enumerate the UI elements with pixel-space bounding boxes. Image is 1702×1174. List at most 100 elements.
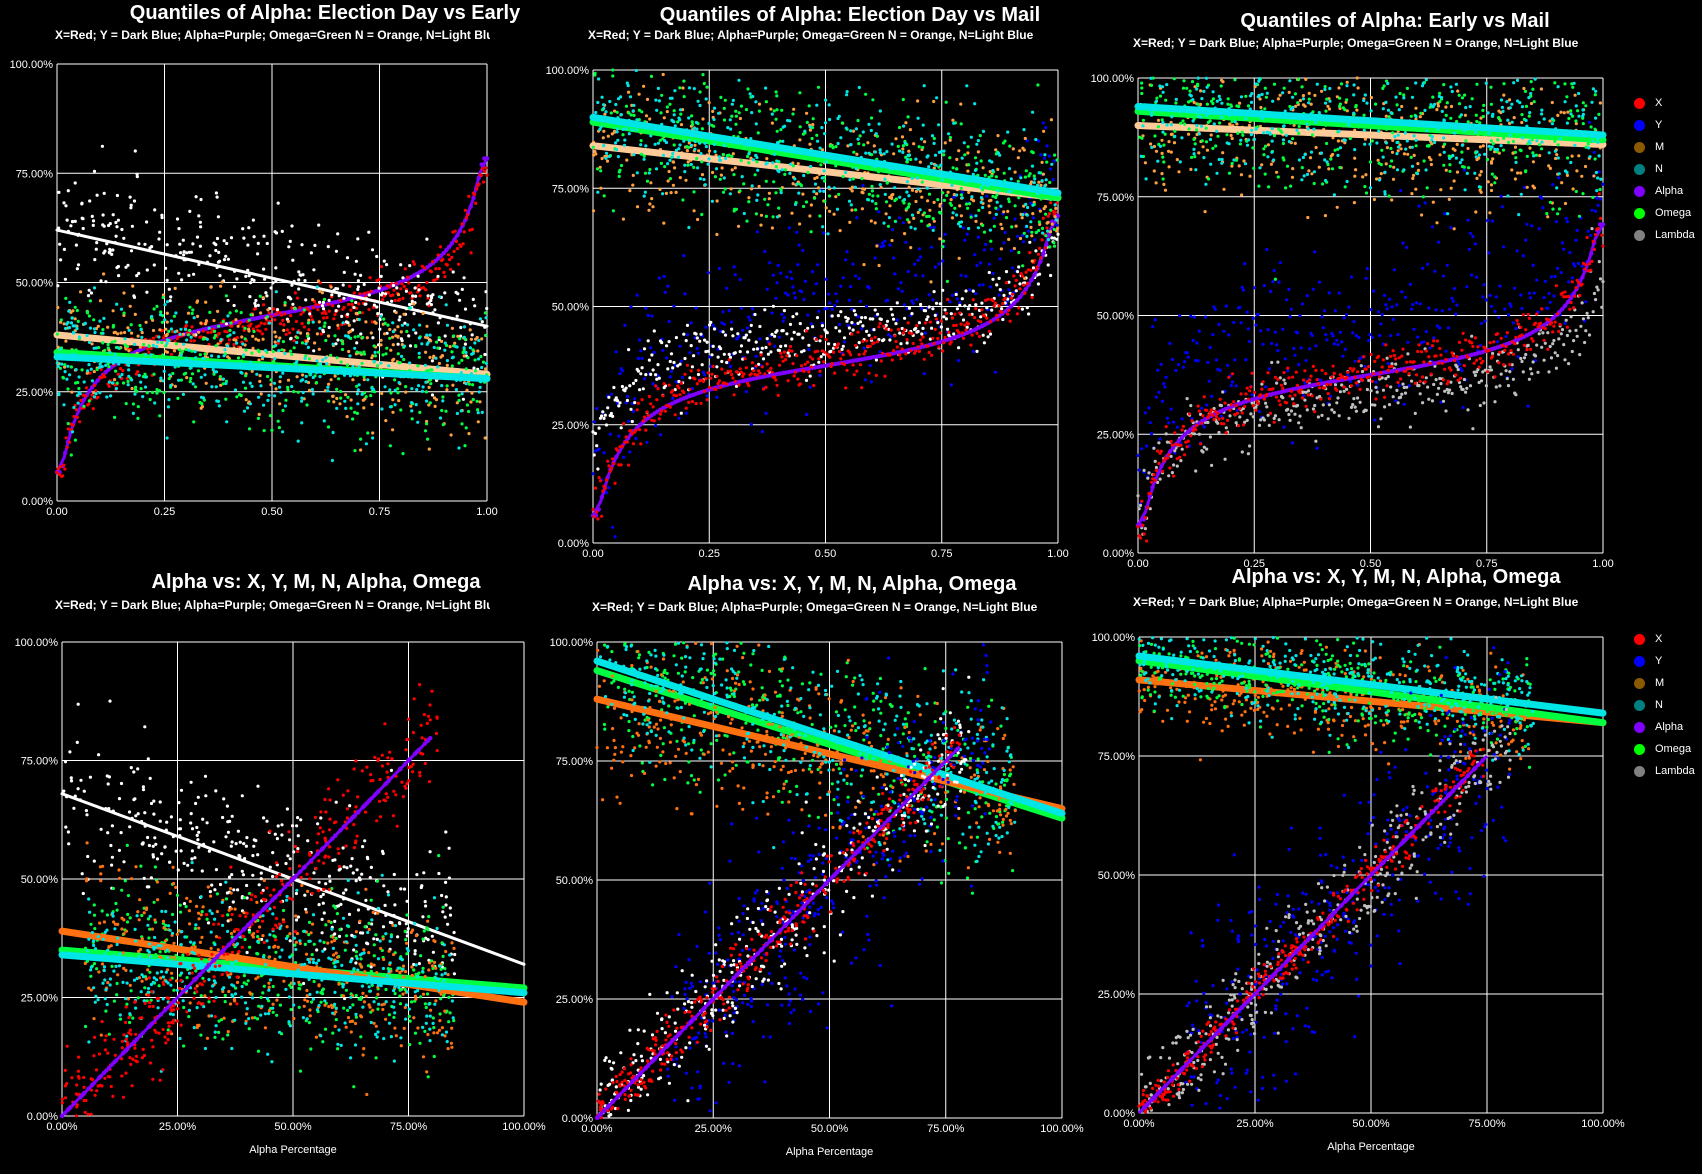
- point-lambda: [460, 287, 464, 291]
- point-y: [694, 306, 698, 310]
- point-n: [319, 364, 323, 368]
- point-n: [351, 365, 355, 369]
- point-y: [844, 258, 848, 262]
- point-x: [872, 341, 876, 345]
- point-x: [331, 304, 335, 308]
- point-x: [311, 306, 315, 310]
- point-n: [815, 103, 819, 107]
- point-n: [173, 330, 177, 334]
- point-x: [933, 327, 937, 331]
- point-n: [668, 158, 672, 162]
- point-omega: [398, 361, 402, 365]
- point-lambda: [792, 330, 796, 334]
- point-omega: [591, 145, 595, 149]
- point-omega: [236, 356, 241, 360]
- point-n: [325, 362, 329, 366]
- point-omega: [700, 160, 704, 164]
- point-omega: [269, 378, 273, 382]
- point-n: [608, 99, 612, 104]
- point-x: [339, 298, 343, 302]
- point-m: [317, 320, 321, 324]
- point-lambda: [820, 324, 824, 328]
- point-n: [85, 369, 90, 373]
- point-y: [1390, 305, 1394, 309]
- point-omega: [1040, 226, 1045, 230]
- point-y: [858, 299, 863, 303]
- point-x: [928, 320, 932, 324]
- point-m: [981, 166, 985, 170]
- point-y: [822, 231, 826, 235]
- point-n: [357, 365, 361, 369]
- point-lambda: [800, 350, 804, 354]
- trend-line-n: [589, 113, 1062, 197]
- point-y: [834, 292, 838, 296]
- point-y: [914, 273, 918, 277]
- point-lambda: [62, 201, 66, 205]
- point-y: [1224, 304, 1228, 308]
- point-n: [836, 141, 840, 146]
- point-m: [669, 191, 673, 195]
- point-y: [883, 239, 887, 243]
- point-x: [720, 367, 724, 371]
- point-m: [599, 186, 603, 190]
- point-n: [693, 147, 697, 151]
- point-lambda: [168, 299, 172, 303]
- point-x: [386, 291, 390, 295]
- point-omega: [266, 374, 270, 379]
- point-x: [701, 379, 705, 384]
- point-y: [1044, 125, 1048, 130]
- point-n: [1034, 137, 1038, 142]
- point-lambda: [981, 333, 985, 337]
- point-x: [742, 372, 746, 376]
- point-omega: [1037, 228, 1041, 233]
- point-n: [93, 330, 97, 335]
- point-omega: [609, 111, 613, 115]
- point-omega: [465, 403, 469, 407]
- point-lambda: [455, 314, 459, 318]
- point-y: [1438, 326, 1442, 330]
- point-n: [150, 314, 154, 319]
- point-x: [612, 461, 616, 466]
- point-x: [342, 305, 346, 310]
- y-tick-label: 100.00%: [1091, 73, 1135, 85]
- point-omega: [690, 114, 694, 118]
- point-x: [1041, 216, 1045, 220]
- point-n: [140, 335, 144, 339]
- point-x: [776, 393, 780, 397]
- point-n: [301, 390, 305, 395]
- point-omega: [1044, 234, 1048, 238]
- point-x: [423, 266, 427, 270]
- y-tick-label: 75.00%: [1097, 192, 1135, 204]
- point-omega: [734, 109, 738, 113]
- point-m: [1023, 276, 1027, 280]
- point-m: [1050, 222, 1054, 226]
- point-y: [1435, 324, 1439, 328]
- point-omega: [461, 350, 465, 355]
- point-n: [318, 375, 322, 379]
- point-lambda: [485, 306, 489, 311]
- point-n: [283, 404, 287, 408]
- point-x: [1006, 312, 1010, 316]
- point-x: [695, 382, 699, 386]
- point-x: [786, 379, 790, 383]
- point-x: [824, 337, 828, 342]
- point-x: [840, 361, 844, 365]
- point-m: [163, 349, 167, 353]
- point-y: [1514, 326, 1518, 331]
- point-m: [399, 330, 403, 334]
- point-y: [788, 270, 793, 274]
- point-y: [889, 335, 893, 339]
- point-lambda: [397, 318, 401, 322]
- point-lambda: [232, 285, 237, 289]
- point-y: [1418, 302, 1422, 306]
- point-lambda: [430, 393, 435, 397]
- point-n: [812, 190, 816, 194]
- point-y: [1572, 262, 1576, 266]
- point-m: [711, 109, 715, 113]
- point-m: [320, 291, 324, 295]
- point-lambda: [692, 354, 696, 358]
- point-lambda: [857, 341, 861, 345]
- point-y: [1502, 245, 1506, 249]
- point-x: [55, 470, 59, 475]
- point-lambda: [660, 341, 664, 345]
